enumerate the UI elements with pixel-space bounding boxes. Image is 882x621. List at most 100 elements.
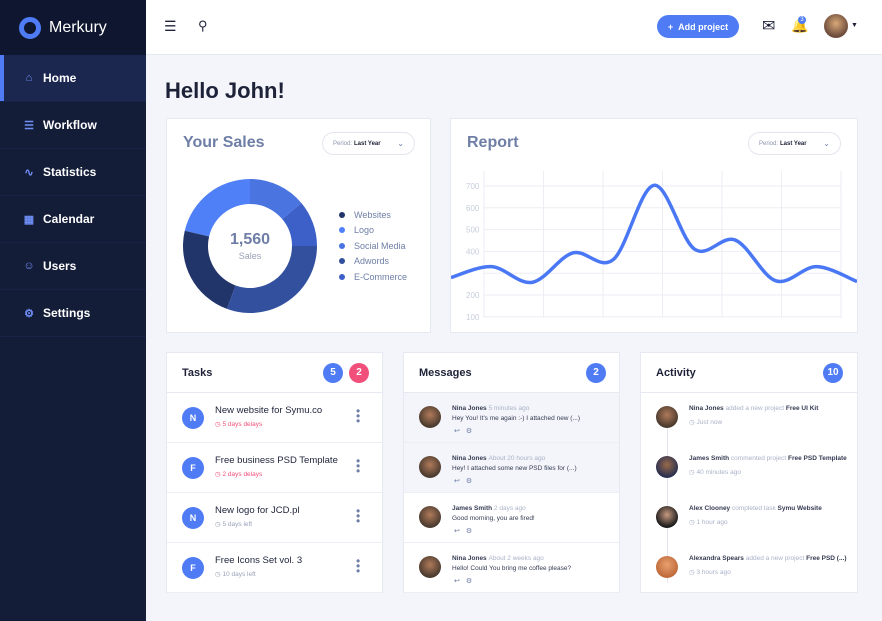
task-item[interactable]: F Free business PSD Template ◷ 2 days dela… xyxy=(167,443,382,493)
sender-name: Nina Jones xyxy=(452,455,487,462)
task-item[interactable]: N New logo for JCD.pl ◷ 5 days left • • • xyxy=(167,493,382,543)
task-status-text: 5 days left xyxy=(222,521,253,528)
activity-time: ◷ Just now xyxy=(689,418,722,426)
avatar xyxy=(656,506,678,528)
settings-icon[interactable]: ⚙ xyxy=(465,428,479,435)
task-item[interactable]: F Free Icons Set vol. 3 ◷ 10 days left • • • xyxy=(167,543,382,593)
donut-slice-e-commerce xyxy=(282,203,317,246)
message-time: 5 minutes ago xyxy=(488,405,530,412)
activity-target[interactable]: Free PSD Template xyxy=(788,455,847,462)
activity-action: completed task xyxy=(732,505,776,512)
activity-text: Nina Jones added a new project Free UI K… xyxy=(689,405,818,412)
sidebar-item-users[interactable]: ☺ Users xyxy=(0,243,146,290)
activity-action: commented project xyxy=(730,455,787,462)
clock-icon: ◷ xyxy=(689,469,697,476)
workflow-icon: ☰ xyxy=(24,119,34,132)
user-icon: ☺ xyxy=(23,260,35,272)
task-title: Free business PSD Template xyxy=(215,455,338,466)
avatar xyxy=(656,406,678,428)
message-time: About 2 weeks ago xyxy=(488,555,544,562)
y-tick-label: 100 xyxy=(466,313,480,322)
activity-user: James Smith xyxy=(689,455,730,462)
reply-icon[interactable]: ↩ xyxy=(454,428,466,435)
tasks-urgent-badge: 2 xyxy=(349,363,369,383)
activity-action: added a new project xyxy=(725,405,785,412)
clock-icon: ◷ xyxy=(215,421,223,428)
panel-title: Tasks xyxy=(182,367,213,379)
calendar-icon: ▦ xyxy=(23,213,35,226)
period-select[interactable]: Period: Last Year ⌄ xyxy=(748,132,841,155)
donut-chart: 1,560 Sales xyxy=(183,179,317,313)
more-options-icon[interactable]: • • • xyxy=(356,504,361,528)
activity-user: Nina Jones xyxy=(689,405,724,412)
activity-target[interactable]: Symu Website xyxy=(777,505,822,512)
settings-icon[interactable]: ⚙ xyxy=(465,578,479,585)
period-label: Period: xyxy=(759,140,779,147)
settings-icon[interactable]: ⚙ xyxy=(465,528,479,535)
sidebar-item-label: Home xyxy=(43,71,77,85)
more-options-icon[interactable]: • • • xyxy=(356,454,361,478)
activity-time: ◷ 3 hours ago xyxy=(689,568,731,576)
legend-label: Websites xyxy=(354,209,391,220)
sidebar-item-calendar[interactable]: ▦ Calendar xyxy=(0,196,146,243)
donut-slice-logo xyxy=(184,179,250,237)
message-time: 2 days ago xyxy=(493,505,526,512)
settings-icon[interactable]: ⚙ xyxy=(465,478,479,485)
activity-target[interactable]: Free UI Kit xyxy=(785,405,819,412)
task-status: ◷ 5 days delays xyxy=(215,420,262,428)
sidebar-item-label: Workflow xyxy=(43,118,97,132)
task-status: ◷ 10 days left xyxy=(215,570,256,578)
avatar xyxy=(419,456,441,478)
avatar xyxy=(419,556,441,578)
add-project-label: Add project xyxy=(678,21,729,32)
task-item[interactable]: N New website for Symu.co ◷ 5 days delays •… xyxy=(167,393,382,443)
activity-panel: Activity 10 Nina Jones added a new proje… xyxy=(640,352,858,593)
activity-item: Nina Jones added a new project Free UI K… xyxy=(641,393,857,443)
clock-icon: ◷ xyxy=(689,519,697,526)
task-status-text: 5 days delays xyxy=(222,421,263,428)
legend-dot xyxy=(339,258,345,265)
activity-text: Alex Clooney completed task Symu Website xyxy=(689,505,822,512)
settings-icon: ⚙ xyxy=(24,307,34,320)
reply-icon[interactable]: ↩ xyxy=(454,578,466,585)
mail-icon[interactable]: ✉ xyxy=(762,18,776,35)
period-select[interactable]: Period: Last Year ⌄ xyxy=(322,132,415,155)
message-text: Hey! I attached some new PSD files for (… xyxy=(452,465,577,472)
y-tick-label: 600 xyxy=(466,204,480,213)
avatar xyxy=(656,456,678,478)
legend-item: Logo xyxy=(339,223,407,239)
y-tick-label: 500 xyxy=(466,226,480,235)
period-value: Last Year xyxy=(780,140,807,147)
more-options-icon[interactable]: • • • xyxy=(356,404,361,428)
menu-collapse-icon[interactable]: ☰ xyxy=(164,18,177,34)
activity-text: Alexandra Spears added a new project Fre… xyxy=(689,555,847,562)
legend-item: Adwords xyxy=(339,254,407,270)
logo[interactable]: Merkury xyxy=(0,0,146,55)
reply-icon[interactable]: ↩ xyxy=(454,528,466,535)
message-sender: Nina Jones About 20 hours ago xyxy=(452,455,545,462)
message-item[interactable]: Nina Jones About 2 weeks ago Hello! Could… xyxy=(404,543,619,593)
user-avatar[interactable] xyxy=(824,14,848,38)
sidebar-item-label: Settings xyxy=(43,306,91,320)
message-item[interactable]: James Smith 2 days ago Good morning, you … xyxy=(404,493,619,543)
sidebar-item-settings[interactable]: ⚙ Settings xyxy=(0,290,146,337)
messages-panel: Messages 2 Nina Jones 5 minutes ago Hey Y… xyxy=(403,352,620,593)
activity-target[interactable]: Free PSD (...) xyxy=(806,555,847,562)
message-time: About 20 hours ago xyxy=(488,455,546,462)
add-project-button[interactable]: + Add project xyxy=(657,15,739,38)
more-options-icon[interactable]: • • • xyxy=(356,554,361,578)
avatar xyxy=(419,506,441,528)
chevron-down-icon[interactable]: ▼ xyxy=(851,22,858,29)
sidebar-item-home[interactable]: ⌂ Home xyxy=(0,55,146,102)
clock-icon: ◷ xyxy=(215,471,223,478)
reply-icon[interactable]: ↩ xyxy=(454,478,466,485)
message-item[interactable]: Nina Jones About 20 hours ago Hey! I atta… xyxy=(404,443,619,493)
sidebar-item-statistics[interactable]: ∿ Statistics xyxy=(0,149,146,196)
chevron-down-icon: ⌄ xyxy=(823,139,830,148)
sidebar-item-workflow[interactable]: ☰ Workflow xyxy=(0,102,146,149)
avatar xyxy=(656,556,678,578)
message-item[interactable]: Nina Jones 5 minutes ago Hey You! It's me… xyxy=(404,393,619,443)
search-icon[interactable]: ⚲ xyxy=(198,18,208,33)
task-avatar: N xyxy=(182,407,204,429)
panel-title: Messages xyxy=(419,367,472,379)
